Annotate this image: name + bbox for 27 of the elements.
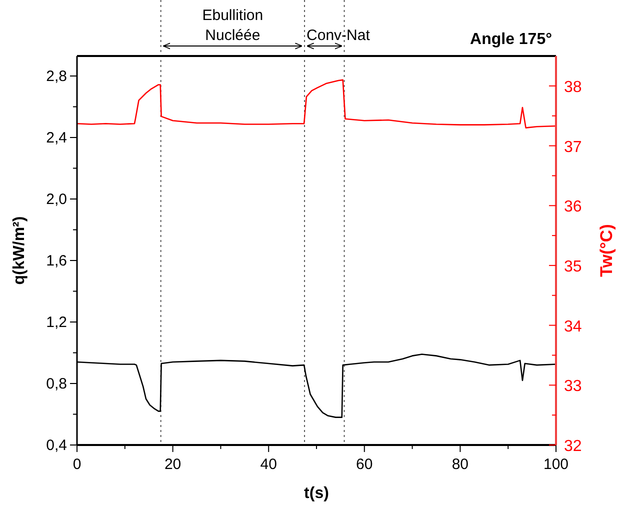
text: Conv-Nat [306,27,371,44]
y2-tick-label: 34 [564,318,582,336]
y2-tick-label: 38 [564,78,582,96]
y-tick-label: 1,6 [46,252,67,270]
x-tick-label: 20 [164,456,182,473]
y2-tick-label: 37 [564,138,582,156]
x-tick-label: 80 [452,456,469,473]
y2-tick-label: 32 [564,438,582,455]
y2-axis-title: Tw(°C) [597,224,616,277]
line-series [76,79,557,128]
y-axis-title: q(kW/m²) [11,216,28,285]
y-tick-label: 0,8 [46,376,67,392]
y-tick-label: 2,0 [46,190,67,208]
y2-tick-label: 33 [564,378,582,396]
y2-tick-label: 36 [564,198,582,216]
x-tick-label: 40 [260,456,277,473]
text: 0,4 [46,437,67,454]
y-tick-label: 2,8 [46,68,67,85]
y-tick-label: 1,2 [46,314,67,331]
x-tick-label: 60 [356,456,373,473]
y2-tick-label: 35 [564,258,582,276]
text: Ebullition Nucléée [202,7,264,44]
x-axis-title: t(s) [304,485,329,502]
x-tick-label: 100 [543,456,569,473]
y-tick-label: 2,4 [46,129,67,146]
x-tick-label: 0 [72,456,82,473]
chart-title: Angle 175° [470,31,552,48]
